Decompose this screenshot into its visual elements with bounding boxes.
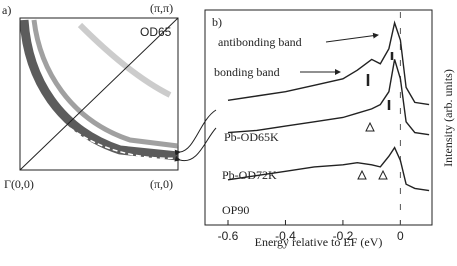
corner-label: Γ(0,0) bbox=[4, 177, 34, 191]
series-label: Pb-OD65K bbox=[224, 130, 279, 144]
spectrum-line bbox=[227, 59, 430, 136]
peak-triangle bbox=[357, 169, 367, 180]
band-arc bbox=[19, 19, 179, 161]
annotation-arrow bbox=[325, 32, 379, 43]
annotation: bonding band bbox=[214, 65, 280, 79]
map-panel: a) OD65 (π,π) Γ(0,0) (π,0) bbox=[2, 1, 217, 191]
series-label: OP90 bbox=[222, 203, 249, 217]
corner-label: (π,π) bbox=[150, 1, 173, 15]
corner-label: (π,0) bbox=[150, 177, 173, 191]
plot-frame bbox=[204, 9, 433, 226]
panel-label: b) bbox=[212, 15, 222, 29]
dashed-fs bbox=[69, 127, 179, 159]
band-arc bbox=[31, 19, 179, 149]
band-arc bbox=[77, 22, 172, 98]
annotation: antibonding band bbox=[218, 35, 302, 49]
x-tick-label: 0 bbox=[397, 229, 404, 243]
arrow bbox=[174, 127, 217, 162]
peak-triangle bbox=[365, 121, 375, 132]
panel-label: a) bbox=[2, 3, 11, 17]
x-axis-label: Energy relative to EF (eV) bbox=[255, 235, 383, 249]
x-tick-label: -0.4 bbox=[275, 229, 296, 243]
line-panel bbox=[204, 9, 433, 226]
spectrum-line bbox=[227, 20, 430, 106]
x-tick-label: -0.2 bbox=[333, 229, 354, 243]
diagonal bbox=[19, 17, 179, 171]
map-title: OD65 bbox=[140, 25, 172, 39]
spectrum-line bbox=[227, 146, 430, 192]
x-tick-label: -0.6 bbox=[218, 229, 239, 243]
peak-triangle bbox=[378, 169, 388, 180]
y-axis-label: Intensity (arb. units) bbox=[441, 69, 455, 167]
arrow bbox=[174, 109, 217, 156]
